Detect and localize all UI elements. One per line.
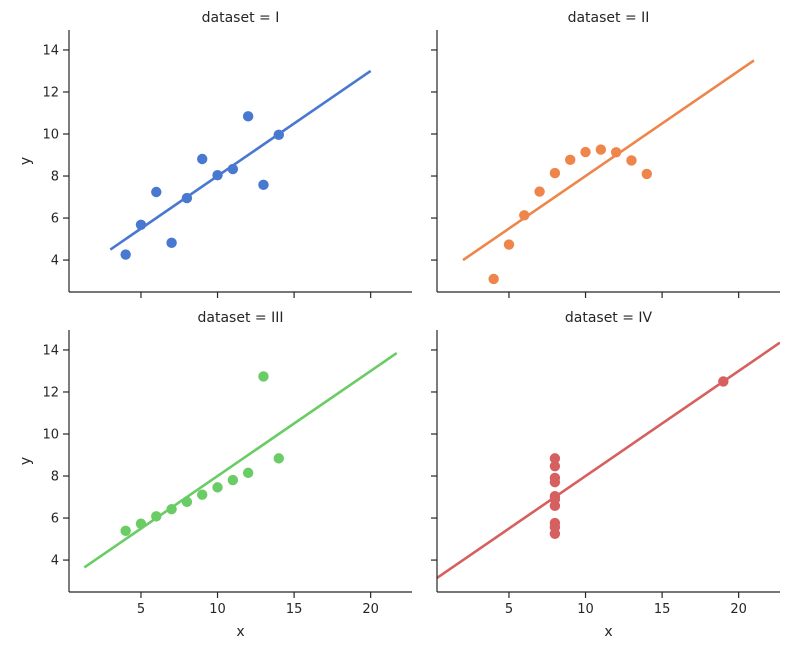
data-point xyxy=(503,239,515,250)
data-point xyxy=(610,147,622,158)
regression-line xyxy=(109,69,372,251)
y-axis-label: y xyxy=(18,157,34,165)
y-tick-label: 4 xyxy=(51,254,59,269)
data-point xyxy=(166,504,177,515)
data-point xyxy=(718,376,729,387)
data-point xyxy=(565,154,576,166)
data-point xyxy=(151,186,162,198)
x-tick-label: 20 xyxy=(362,602,379,617)
data-point xyxy=(227,163,239,175)
y-tick-label: 12 xyxy=(42,385,59,400)
data-point xyxy=(534,186,545,197)
data-point xyxy=(549,460,561,472)
data-point xyxy=(135,518,147,529)
x-tick-label: 10 xyxy=(577,602,594,617)
data-point xyxy=(580,146,591,158)
plot-area xyxy=(437,341,780,580)
x-tick-label: 10 xyxy=(209,602,226,617)
y-tick-label: 4 xyxy=(51,554,59,569)
x-tick-label: 20 xyxy=(730,602,747,617)
y-tick-label: 12 xyxy=(42,85,59,100)
data-point xyxy=(242,467,254,479)
data-point xyxy=(181,496,193,508)
y-axis-label: y xyxy=(18,457,34,465)
data-point xyxy=(549,472,561,484)
data-point xyxy=(595,144,607,155)
data-point xyxy=(258,179,269,191)
regression-line xyxy=(462,59,755,262)
data-point xyxy=(120,249,131,260)
plot-area xyxy=(462,59,755,285)
data-point xyxy=(519,210,530,221)
y-tick-label: 10 xyxy=(42,428,59,443)
data-point xyxy=(197,153,208,165)
y-tick-label: 8 xyxy=(51,170,59,185)
y-tick-label: 10 xyxy=(42,128,59,143)
y-tick-label: 6 xyxy=(51,212,59,227)
data-point xyxy=(212,482,223,493)
x-tick-label: 5 xyxy=(505,602,513,617)
regression-line xyxy=(83,352,398,569)
x-axis-label: x xyxy=(236,624,244,640)
plot-area xyxy=(109,69,372,260)
data-point xyxy=(641,168,652,180)
x-tick-label: 5 xyxy=(137,602,145,617)
panel-title: dataset = I xyxy=(202,10,280,26)
x-tick-label: 15 xyxy=(286,602,303,617)
data-point xyxy=(549,494,561,505)
x-tick-label: 15 xyxy=(654,602,671,617)
data-point xyxy=(273,453,284,464)
data-point xyxy=(181,192,193,204)
panel-3: 4 6 8 10 12 14 5 10 15 20 dataset = III y x xyxy=(18,310,412,640)
data-point xyxy=(197,489,208,500)
data-point xyxy=(258,371,269,382)
data-point xyxy=(273,129,284,141)
data-point xyxy=(120,525,131,537)
panel-title: dataset = II xyxy=(568,10,650,26)
panel-2: dataset = II xyxy=(431,10,780,298)
panel-title: dataset = IV xyxy=(565,310,653,326)
x-axis-label: x xyxy=(604,624,612,640)
regression-line xyxy=(437,341,780,580)
y-tick-label: 14 xyxy=(42,343,59,358)
data-point xyxy=(488,273,499,285)
panel-1: 4 6 8 10 12 14 dataset = I y xyxy=(18,10,412,298)
y-tick-label: 6 xyxy=(51,512,59,527)
panel-4: 5 10 15 20 dataset = IV x xyxy=(431,310,780,640)
plot-area xyxy=(83,352,398,569)
data-point xyxy=(242,111,254,122)
data-point xyxy=(166,237,177,249)
data-point xyxy=(626,155,637,166)
data-point xyxy=(549,167,561,179)
data-point xyxy=(212,169,223,181)
data-point xyxy=(151,511,162,522)
data-point xyxy=(227,474,239,486)
panel-title: dataset = III xyxy=(198,310,284,326)
y-tick-label: 14 xyxy=(42,43,59,58)
data-point xyxy=(135,219,147,230)
data-point xyxy=(549,522,561,533)
data-point xyxy=(549,453,561,464)
y-tick-label: 8 xyxy=(51,470,59,485)
